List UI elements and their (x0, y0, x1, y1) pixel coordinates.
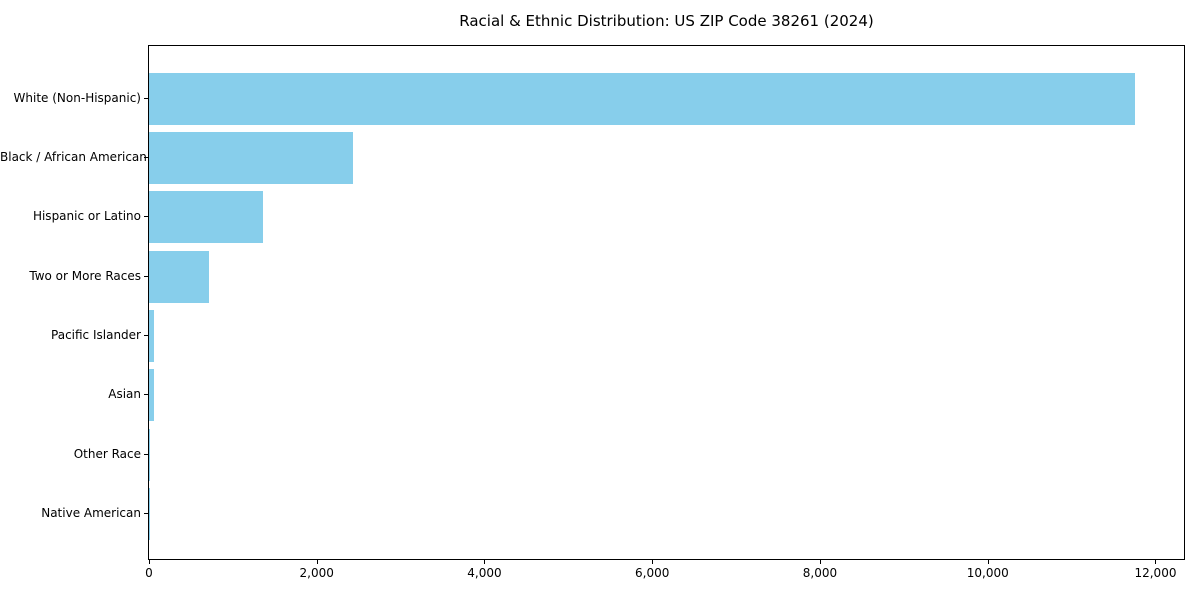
y-tick-label: Pacific Islander (51, 327, 141, 342)
y-tick-mark (144, 216, 148, 218)
x-tick-mark (149, 560, 150, 564)
y-tick-label: Black / African American (0, 149, 147, 164)
x-tick-mark (987, 560, 989, 564)
bar-other-race (149, 428, 150, 481)
bar-black-african-american (149, 131, 353, 184)
y-tick-mark (144, 513, 148, 515)
x-tick-label: 6,000 (635, 566, 670, 580)
plot-area (148, 45, 1185, 560)
y-tick-label: Native American (41, 506, 141, 521)
x-tick-mark (484, 560, 486, 564)
y-tick-mark (144, 97, 148, 99)
y-tick-mark (144, 275, 148, 277)
x-tick-label: 12,000 (1134, 566, 1177, 580)
y-tick-label: Two or More Races (29, 268, 141, 283)
x-tick-mark (316, 560, 318, 564)
bar-pacific-islander (149, 309, 154, 362)
bar-asian (149, 369, 154, 422)
x-tick-label: 0 (145, 566, 153, 580)
y-tick-mark (144, 453, 148, 455)
y-tick-label: Asian (108, 387, 141, 402)
x-tick-label: 4,000 (467, 566, 502, 580)
y-tick-label: Hispanic or Latino (32, 209, 141, 224)
bar-hispanic-or-latino (149, 191, 263, 244)
y-tick-mark (144, 334, 148, 336)
y-tick-label: Other Race (73, 446, 141, 461)
x-tick-label: 10,000 (966, 566, 1009, 580)
x-tick-mark (652, 560, 654, 564)
bar-two-or-more-races (149, 250, 209, 303)
chart-title: Racial & Ethnic Distribution: US ZIP Cod… (459, 12, 874, 30)
x-tick-label: 2,000 (299, 566, 334, 580)
x-tick-mark (1155, 560, 1157, 564)
bar-white-non-hispanic (149, 72, 1135, 125)
y-tick-mark (144, 156, 148, 158)
y-tick-mark (144, 394, 148, 396)
x-tick-label: 8,000 (802, 566, 838, 580)
y-tick-label: White (Non-Hispanic) (13, 90, 141, 105)
x-tick-mark (819, 560, 821, 564)
